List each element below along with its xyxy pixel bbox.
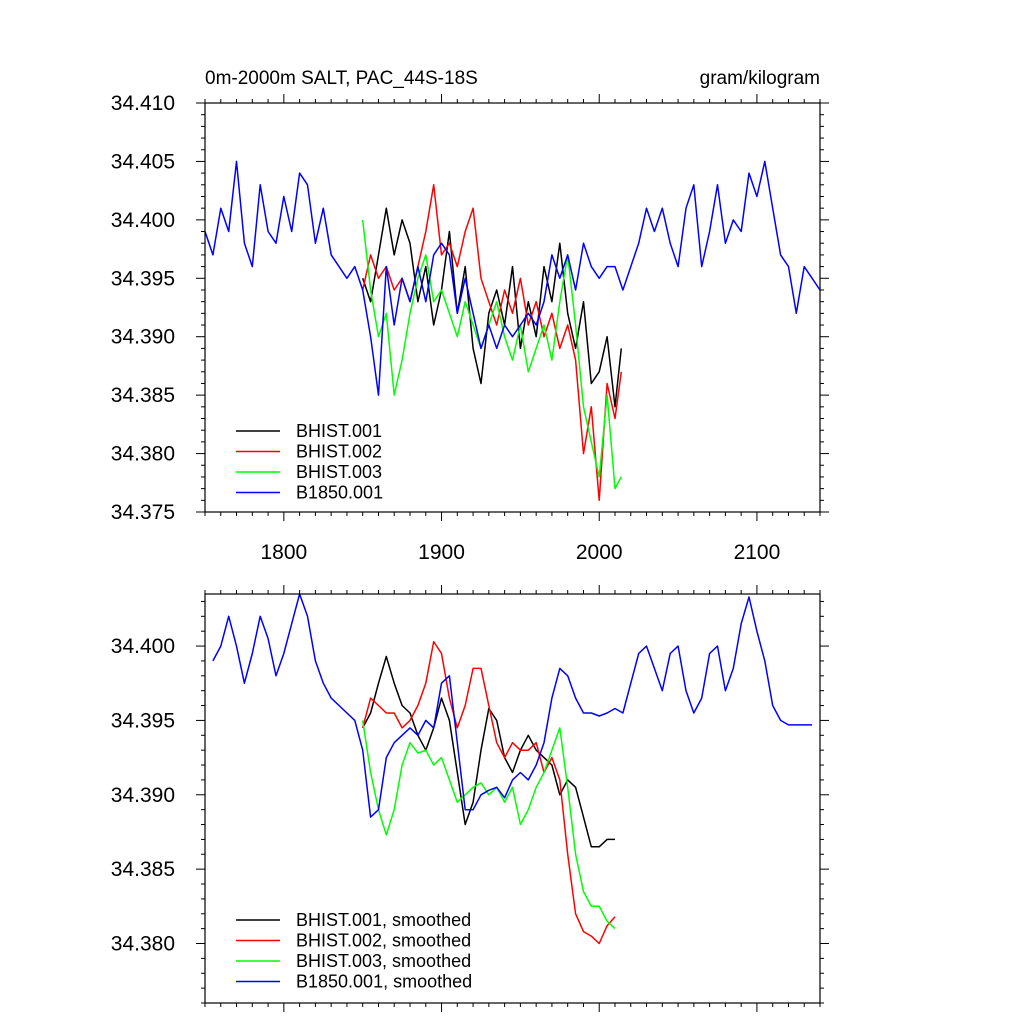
x-tick-label: 2100 <box>734 541 781 564</box>
series-line-bhist-002-smoothed <box>361 640 616 945</box>
top-y-axis-labels: 34.375 34.380 34.385 34.390 34.395 34.400 34.4… <box>111 92 175 524</box>
x-tick-label: 1900 <box>418 541 465 564</box>
legend-label: BHIST.003 <box>296 462 382 482</box>
legend-label: B1850.001, smoothed <box>296 972 472 992</box>
bottom-y-axis-labels: 34.380 34.385 34.390 34.395 34.400 <box>111 635 175 955</box>
series-line-bhist-003 <box>361 219 622 490</box>
y-tick-label: 34.385 <box>111 384 175 407</box>
y-tick-label: 34.395 <box>111 267 175 290</box>
bottom-plot-frame <box>204 593 821 1004</box>
legend-label: BHIST.003, smoothed <box>296 951 471 971</box>
legend-label: BHIST.002, smoothed <box>296 931 471 951</box>
top-salinity-panel: 0m-2000m SALT, PAC_44S-18S gram/kilogram… <box>111 68 829 564</box>
y-tick-label: 34.395 <box>111 709 175 732</box>
top-plot-frame <box>204 102 821 513</box>
y-tick-label: 34.380 <box>111 933 175 956</box>
y-tick-label: 34.400 <box>111 635 175 658</box>
y-tick-label: 34.385 <box>111 858 175 881</box>
y-tick-label: 34.410 <box>111 92 175 115</box>
y-tick-label: 34.400 <box>111 209 175 232</box>
y-tick-label: 34.390 <box>111 784 175 807</box>
bottom-smoothed-panel: 34.380 34.385 34.390 34.395 34.400 BHIST.001… <box>111 585 829 1012</box>
legend-label: BHIST.001, smoothed <box>296 910 471 930</box>
x-tick-label: 1800 <box>260 541 307 564</box>
top-chart-units: gram/kilogram <box>700 68 820 89</box>
y-tick-label: 34.405 <box>111 150 175 173</box>
x-tick-label: 2000 <box>576 541 623 564</box>
bottom-axis-ticks <box>196 585 829 1012</box>
series-line-b1850-001-smoothed <box>212 593 813 818</box>
legend-label: B1850.001 <box>296 483 383 503</box>
top-chart-title: 0m-2000m SALT, PAC_44S-18S <box>205 68 478 89</box>
legend-label: BHIST.001 <box>296 421 382 441</box>
y-tick-label: 34.390 <box>111 326 175 349</box>
legend-label: BHIST.002 <box>296 442 382 462</box>
series-line-bhist-001 <box>361 207 623 408</box>
series-line-bhist-003-smoothed <box>361 720 616 930</box>
series-line-b1850-001 <box>204 160 821 396</box>
series-line-bhist-001-smoothed <box>362 655 615 848</box>
top-axis-ticks <box>196 94 829 521</box>
y-tick-label: 34.375 <box>111 501 175 524</box>
top-data-lines <box>204 160 821 502</box>
y-tick-label: 34.380 <box>111 443 175 466</box>
bottom-data-lines <box>212 593 813 945</box>
series-line-bhist-002 <box>361 184 623 502</box>
top-x-axis-labels: 1800 1900 2000 2100 <box>260 541 780 564</box>
